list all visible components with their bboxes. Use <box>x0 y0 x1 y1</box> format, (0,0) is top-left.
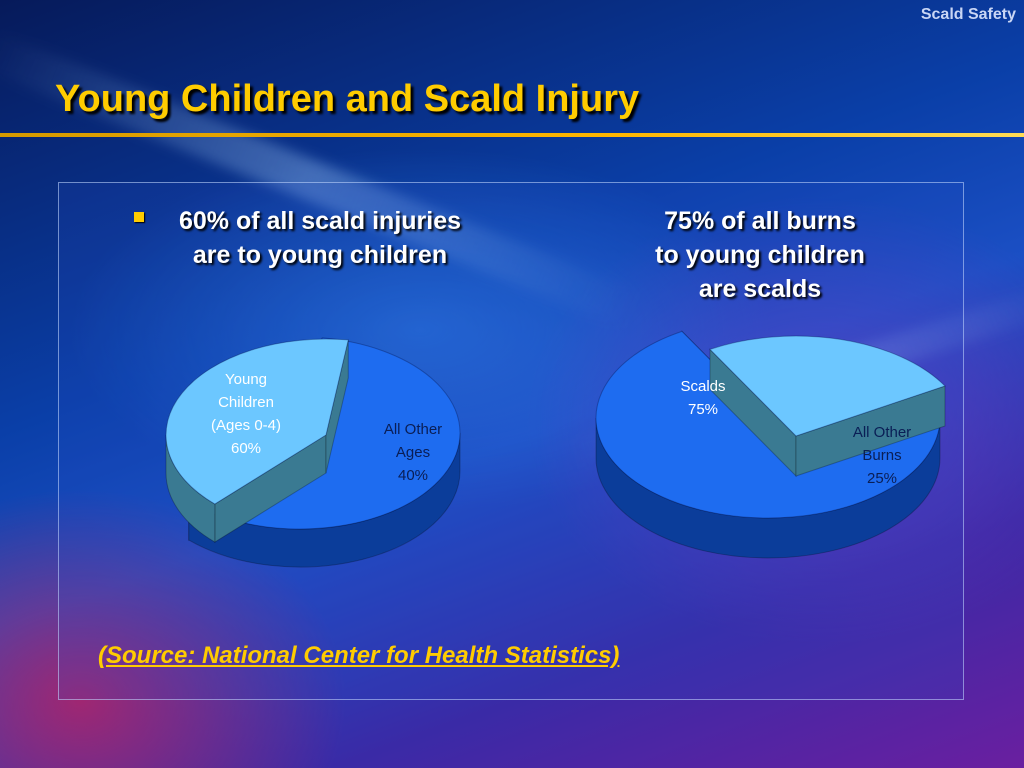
pie-slice-rim <box>188 432 461 568</box>
pie-label-line: 60% <box>230 440 262 457</box>
pie-slice-label-0-0: Young Children (Ages 0-4) 60% <box>186 368 306 460</box>
pie-slice-top <box>709 335 946 437</box>
pie-label-line: 75% <box>687 401 719 418</box>
pie-label-line: Scalds <box>680 378 726 395</box>
header-brand: Scald Safety <box>920 6 1016 23</box>
source-citation[interactable]: (Source: National Center for Health Stat… <box>98 642 620 669</box>
pie-label-line: Children <box>218 394 274 411</box>
right-chart-heading: 75% of all burns to young children are s… <box>620 204 900 306</box>
pie-label-line: Burns <box>862 447 902 464</box>
pie-label-line: All Other <box>852 424 912 441</box>
pie-label-line: Ages <box>395 444 431 461</box>
pie-label-line: 40% <box>397 467 429 484</box>
bullet-line: 60% of all scald injuries <box>178 207 462 235</box>
pie-slice-1-1 <box>709 335 946 478</box>
pie-slice-label-1-1: All Other Burns 25% <box>822 421 942 490</box>
heading-line: to young children <box>655 241 865 269</box>
pie-slice-top <box>165 338 349 505</box>
pie-label-line: All Other <box>383 421 443 438</box>
pie-slice-0-1 <box>165 338 349 543</box>
pie-slice-wall <box>325 339 349 474</box>
pie-label-line: 25% <box>866 470 898 487</box>
slide-title: Young Children and Scald Injury <box>55 78 640 120</box>
heading-line: are scalds <box>698 275 822 303</box>
bullet-line: are to young children <box>192 241 448 269</box>
bullet-square-icon <box>134 212 144 222</box>
heading-line: 75% of all burns <box>664 207 856 235</box>
pie-slice-label-0-1: All Other Ages 40% <box>353 418 473 487</box>
bullet-point: 60% of all scald injuries are to young c… <box>130 204 510 272</box>
pie-slice-label-1-0: Scalds 75% <box>643 375 763 421</box>
title-underline-rule <box>0 133 1024 137</box>
pie-label-line: (Ages 0-4) <box>210 417 282 434</box>
pie-label-line: Young <box>225 371 267 388</box>
